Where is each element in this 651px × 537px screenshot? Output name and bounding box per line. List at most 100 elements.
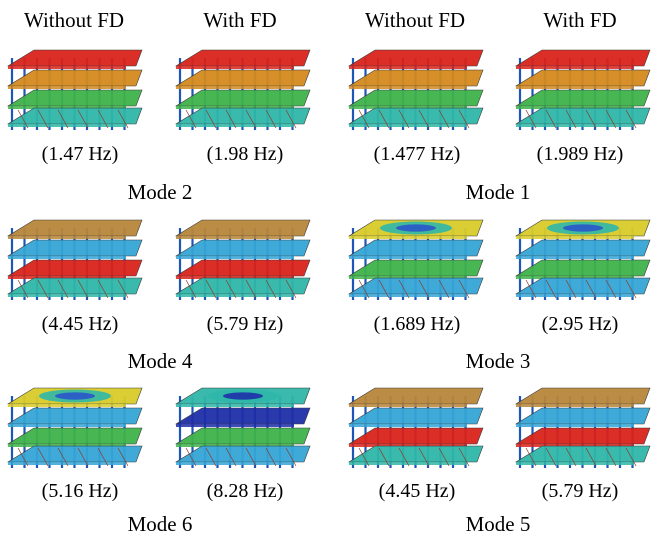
- brace-line: [565, 109, 577, 129]
- slab-edge: [176, 276, 294, 279]
- contour-core: [223, 392, 263, 400]
- floor-slab: [347, 69, 484, 87]
- building-model-row3-col2: [174, 387, 311, 468]
- slab-edge: [8, 86, 126, 89]
- brace-line: [625, 447, 637, 467]
- slab-edge: [516, 66, 634, 69]
- frequency-label: (1.98 Hz): [206, 143, 284, 165]
- brace-line: [77, 279, 89, 299]
- brace-line: [358, 447, 370, 467]
- brace-line: [285, 279, 297, 299]
- floor-slab: [514, 427, 651, 445]
- floor-slab: [6, 259, 143, 277]
- floor-slab: [347, 107, 484, 125]
- slab-edge: [349, 106, 467, 109]
- mode-label: Mode 2: [127, 180, 193, 204]
- building-model-row1-col3: [347, 49, 484, 130]
- brace-line: [545, 279, 557, 299]
- floor-slab: [514, 49, 651, 67]
- column-header-without-fd-2: Without FD: [364, 8, 466, 32]
- floor-slab: [6, 277, 143, 295]
- floor-slab: [6, 239, 143, 257]
- brace-line: [225, 447, 237, 467]
- floor-slab: [6, 107, 143, 125]
- slab-edge: [349, 404, 467, 407]
- slab-edge: [176, 236, 294, 239]
- floor-slab: [174, 107, 311, 125]
- brace-line: [265, 279, 277, 299]
- brace-line: [565, 279, 577, 299]
- brace-line: [17, 279, 29, 299]
- frequency-label: (5.79 Hz): [206, 313, 284, 335]
- slab-edge: [176, 86, 294, 89]
- building-model-row3-col1: [6, 387, 143, 468]
- building-model-row2-col1: [6, 219, 143, 300]
- brace-line: [185, 109, 197, 129]
- brace-line: [265, 109, 277, 129]
- brace-line: [77, 109, 89, 129]
- frequency-label: (4.45 Hz): [41, 313, 119, 335]
- brace-line: [225, 109, 237, 129]
- floor-slab: [174, 219, 311, 237]
- floor-slab: [347, 239, 484, 257]
- slab-edge: [8, 404, 126, 407]
- slab-edge: [516, 424, 634, 427]
- frequency-label: (1.689 Hz): [373, 313, 461, 335]
- floor-slab: [514, 387, 651, 405]
- contour-core: [563, 224, 603, 232]
- brace-line: [585, 447, 597, 467]
- brace-line: [585, 109, 597, 129]
- brace-line: [117, 447, 129, 467]
- building-model-row3-col4: [514, 387, 651, 468]
- slab-edge: [176, 404, 294, 407]
- brace-line: [205, 109, 217, 129]
- column-header-with-fd-1: With FD: [203, 8, 277, 32]
- slab-edge: [349, 236, 467, 239]
- slab-edge: [516, 404, 634, 407]
- floor-slab: [347, 445, 484, 463]
- brace-line: [37, 109, 49, 129]
- brace-line: [57, 279, 69, 299]
- brace-line: [358, 109, 370, 129]
- slab-edge: [176, 424, 294, 427]
- brace-line: [418, 279, 430, 299]
- floor-slab: [514, 407, 651, 425]
- slab-edge: [349, 276, 467, 279]
- slab-edge: [349, 256, 467, 259]
- brace-line: [545, 109, 557, 129]
- brace-line: [378, 447, 390, 467]
- floor-slab: [6, 445, 143, 463]
- floor-slab: [347, 277, 484, 295]
- floor-slab: [514, 89, 651, 107]
- floor-slab: [514, 107, 651, 125]
- mode-label: Mode 3: [465, 349, 531, 373]
- brace-line: [625, 109, 637, 129]
- floor-slab: [6, 407, 143, 425]
- frequency-label: (5.79 Hz): [541, 480, 619, 502]
- slab-edge: [349, 86, 467, 89]
- brace-line: [525, 279, 537, 299]
- floor-slab: [347, 387, 484, 405]
- floor-slab: [514, 69, 651, 87]
- brace-line: [458, 447, 470, 467]
- slab-edge: [8, 424, 126, 427]
- floor-slab: [6, 219, 143, 237]
- floor-slab: [6, 427, 143, 445]
- brace-line: [458, 279, 470, 299]
- slab-edge: [8, 106, 126, 109]
- slab-edge: [8, 256, 126, 259]
- brace-line: [605, 447, 617, 467]
- brace-line: [438, 447, 450, 467]
- slab-edge: [516, 276, 634, 279]
- brace-line: [117, 109, 129, 129]
- slab-edge: [8, 276, 126, 279]
- mode-label: Mode 1: [465, 180, 531, 204]
- frequency-label: (1.989 Hz): [536, 143, 624, 165]
- floor-slab: [174, 277, 311, 295]
- building-model-row3-col3: [347, 387, 484, 468]
- slab-edge: [8, 236, 126, 239]
- brace-line: [545, 447, 557, 467]
- mode-label: Mode 5: [465, 512, 531, 536]
- slab-edge: [516, 444, 634, 447]
- slab-edge: [176, 106, 294, 109]
